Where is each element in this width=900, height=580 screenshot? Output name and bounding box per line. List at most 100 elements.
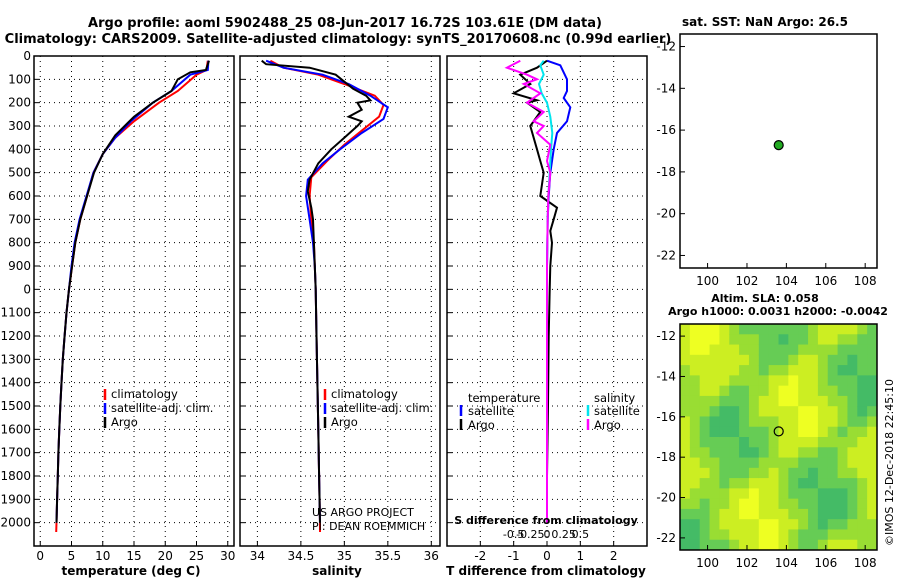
heatmap-cell bbox=[729, 365, 740, 376]
heatmap-cell bbox=[847, 437, 858, 448]
heatmap-cell bbox=[837, 437, 848, 448]
diff-x2label: S difference from climatology bbox=[454, 514, 638, 527]
heatmap-cell bbox=[699, 365, 711, 376]
heatmap-cell bbox=[680, 375, 691, 387]
y-tick-label: 700 bbox=[8, 212, 31, 226]
heatmap-cell bbox=[857, 529, 868, 541]
heatmap-cell bbox=[689, 324, 701, 335]
heatmap-cell bbox=[739, 406, 750, 417]
heatmap-cell bbox=[729, 488, 740, 500]
heatmap-cell bbox=[709, 447, 720, 459]
heatmap-cell bbox=[699, 354, 711, 366]
series-line-climatology bbox=[55, 60, 209, 533]
heatmap-cell bbox=[788, 365, 799, 376]
heatmap-cell bbox=[808, 488, 819, 500]
heatmap-cell bbox=[837, 457, 848, 469]
heatmap-cell bbox=[699, 385, 711, 397]
heatmap-cell bbox=[857, 395, 868, 407]
heatmap-cell bbox=[748, 406, 760, 417]
legend-label: climatology bbox=[111, 387, 178, 401]
y-tick-label: 1700 bbox=[0, 446, 31, 460]
heatmap-cell bbox=[847, 395, 858, 407]
heatmap-cell bbox=[867, 467, 878, 479]
series-line-satellite-adj--clim- bbox=[265, 59, 390, 523]
y-tick-label: 1900 bbox=[0, 492, 31, 506]
heatmap-cell bbox=[719, 539, 730, 551]
heatmap-cell bbox=[788, 519, 799, 530]
legend-label: Argo bbox=[331, 415, 358, 429]
heatmap-cell bbox=[758, 416, 770, 428]
heatmap-cell bbox=[748, 426, 760, 438]
heatmap-cell bbox=[758, 334, 770, 346]
heatmap-cell bbox=[729, 354, 740, 366]
heatmap-cell bbox=[817, 334, 829, 346]
heatmap-cell bbox=[680, 467, 691, 479]
heatmap-cell bbox=[739, 478, 750, 489]
heatmap-cell bbox=[817, 324, 829, 335]
heatmap-cell bbox=[857, 447, 868, 459]
heatmap-cell bbox=[837, 539, 848, 551]
sla-title: Altim. SLA: 0.058 bbox=[711, 292, 818, 305]
heatmap-cell bbox=[680, 539, 691, 551]
heatmap-cell bbox=[847, 426, 858, 438]
title-line-2: Climatology: CARS2009. Satellite-adjuste… bbox=[5, 32, 672, 47]
x-tick-label: 15 bbox=[126, 549, 141, 563]
heatmap-cell bbox=[778, 519, 789, 530]
heatmap-cell bbox=[719, 426, 730, 438]
heatmap-cell bbox=[709, 426, 720, 438]
x-tick-label: 0 bbox=[36, 549, 44, 563]
heatmap-cell bbox=[680, 498, 691, 510]
heatmap-cell bbox=[788, 437, 799, 448]
plot-frame bbox=[239, 55, 441, 547]
heatmap-cell bbox=[798, 529, 809, 541]
heatmap-cell bbox=[739, 437, 750, 448]
heatmap-cell bbox=[768, 467, 779, 479]
heatmap-cell bbox=[867, 457, 878, 469]
argo-position-marker bbox=[773, 426, 784, 437]
heatmap-cell bbox=[847, 385, 858, 397]
heatmap-cell bbox=[808, 457, 819, 469]
heatmap-cell bbox=[778, 344, 789, 356]
heatmap-cell bbox=[778, 437, 789, 448]
series-line-climatology bbox=[269, 59, 385, 532]
heatmap-cell bbox=[857, 519, 868, 530]
x-tick-label: 106 bbox=[814, 274, 837, 288]
heatmap-cell bbox=[689, 478, 701, 489]
y-tick-label: 1500 bbox=[0, 399, 31, 413]
heatmap-cell bbox=[758, 395, 770, 407]
heatmap-cell bbox=[768, 457, 779, 469]
heatmap-cell bbox=[768, 406, 779, 417]
y-tick-label: 200 bbox=[8, 96, 31, 110]
heatmap-cell bbox=[837, 519, 848, 530]
heatmap-cell bbox=[689, 467, 701, 479]
heatmap-cell bbox=[768, 447, 779, 459]
heatmap-cell bbox=[680, 395, 691, 407]
diff-xlabel: T difference from climatology bbox=[446, 564, 646, 578]
heatmap-cell bbox=[748, 539, 760, 551]
heatmap-cell bbox=[768, 498, 779, 510]
heatmap-cell bbox=[798, 324, 809, 335]
heatmap-cell bbox=[699, 416, 711, 428]
heatmap-cell bbox=[837, 488, 848, 500]
footer-credit: ©IMOS 12-Dec-2018 22:45:10 bbox=[883, 379, 896, 546]
heatmap-cell bbox=[758, 375, 770, 387]
heatmap-cell bbox=[719, 488, 730, 500]
x2-tick-label: 0.25 bbox=[551, 528, 576, 541]
heatmap-cell bbox=[798, 385, 809, 397]
heatmap-cell bbox=[847, 488, 858, 500]
heatmap-cell bbox=[729, 406, 740, 417]
heatmap-cell bbox=[778, 385, 789, 397]
y-tick-label: -16 bbox=[656, 410, 676, 424]
heatmap-cell bbox=[758, 324, 770, 335]
heatmap-cell bbox=[680, 447, 691, 459]
heatmap-cell bbox=[680, 344, 691, 356]
heatmap-cell bbox=[729, 334, 740, 346]
heatmap-cell bbox=[729, 539, 740, 551]
heatmap-cell bbox=[680, 508, 691, 520]
heatmap-cell bbox=[748, 324, 760, 335]
heatmap-cell bbox=[709, 324, 720, 335]
heatmap-cell bbox=[778, 498, 789, 510]
heatmap-cell bbox=[847, 354, 858, 366]
heatmap-cell bbox=[817, 344, 829, 356]
